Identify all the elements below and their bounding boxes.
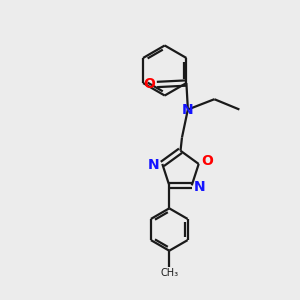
Text: CH₃: CH₃ (160, 268, 178, 278)
Text: O: O (201, 154, 213, 168)
Text: N: N (182, 103, 194, 116)
Text: N: N (148, 158, 160, 172)
Text: O: O (144, 77, 155, 92)
Text: N: N (194, 180, 206, 194)
